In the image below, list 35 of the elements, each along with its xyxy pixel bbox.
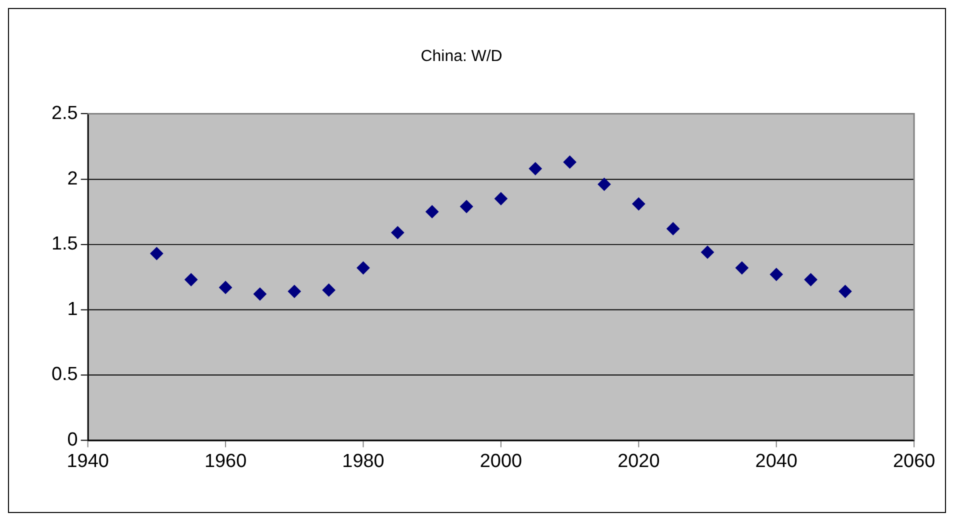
chart-title: China: W/D — [420, 48, 502, 65]
point — [598, 178, 611, 191]
point — [322, 284, 336, 297]
point — [838, 284, 852, 298]
x-tick-label: 2000 — [480, 450, 522, 472]
point — [701, 246, 714, 259]
point — [494, 192, 508, 206]
point — [735, 261, 748, 274]
x-tick-label: 2020 — [618, 450, 660, 472]
point — [288, 284, 301, 298]
point — [460, 200, 474, 213]
point — [356, 261, 370, 274]
point — [184, 273, 198, 286]
point — [426, 205, 439, 218]
y-tick-label: 1.5 — [52, 234, 78, 255]
y-tick-label: 0.5 — [52, 364, 78, 386]
point — [770, 268, 783, 281]
point — [563, 156, 576, 169]
x-tick-label: 1980 — [342, 450, 384, 472]
y-tick-label: 2 — [67, 168, 78, 190]
y-tick-label: 1 — [67, 298, 78, 320]
x-tick-label: 2040 — [755, 450, 798, 472]
x-tick-label: 2060 — [892, 450, 936, 472]
point — [666, 222, 680, 236]
y-tick-label: 2.5 — [52, 103, 78, 124]
point — [528, 162, 542, 176]
point — [804, 273, 818, 286]
y-tick-label: 0 — [67, 430, 78, 450]
x-tick-label: 1940 — [66, 450, 109, 472]
point — [391, 226, 404, 240]
point — [632, 197, 646, 210]
x-tick-label: 1960 — [204, 450, 247, 472]
point — [150, 247, 164, 260]
point — [219, 281, 232, 294]
point — [253, 288, 266, 300]
